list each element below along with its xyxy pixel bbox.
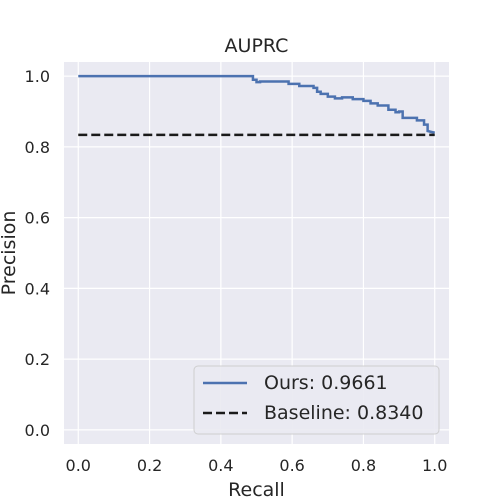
legend-label-ours: Ours: 0.9661 bbox=[264, 372, 388, 394]
y-tick-label: 0.8 bbox=[25, 138, 50, 157]
x-tick-label: 0.6 bbox=[279, 456, 304, 475]
y-tick-label: 0.2 bbox=[25, 350, 50, 369]
x-axis-label: Recall bbox=[228, 479, 285, 500]
x-tick-label: 0.4 bbox=[208, 456, 233, 475]
legend: Ours: 0.9661 Baseline: 0.8340 bbox=[193, 365, 440, 435]
y-axis-label: Precision bbox=[0, 211, 20, 296]
legend-box bbox=[193, 365, 440, 435]
tick-labels: 0.0 0.2 0.4 0.6 0.8 1.0 0.0 0.2 0.4 0.6 0.8 1.0 bbox=[25, 67, 448, 475]
series-layer bbox=[78, 74, 436, 137]
y-tick-label: 1.0 bbox=[25, 67, 50, 86]
x-tick-label: 0.0 bbox=[66, 456, 91, 475]
ours-pr-curve bbox=[78, 74, 436, 134]
y-tick-label: 0.4 bbox=[25, 279, 50, 298]
chart-title: AUPRC bbox=[225, 35, 289, 57]
legend-label-baseline: Baseline: 0.8340 bbox=[264, 402, 423, 424]
x-tick-label: 0.8 bbox=[351, 456, 376, 475]
y-tick-label: 0.6 bbox=[25, 209, 50, 228]
y-tick-label: 0.0 bbox=[25, 421, 50, 440]
grid-lines bbox=[64, 62, 449, 444]
x-tick-label: 1.0 bbox=[422, 456, 447, 475]
x-tick-label: 0.2 bbox=[137, 456, 162, 475]
